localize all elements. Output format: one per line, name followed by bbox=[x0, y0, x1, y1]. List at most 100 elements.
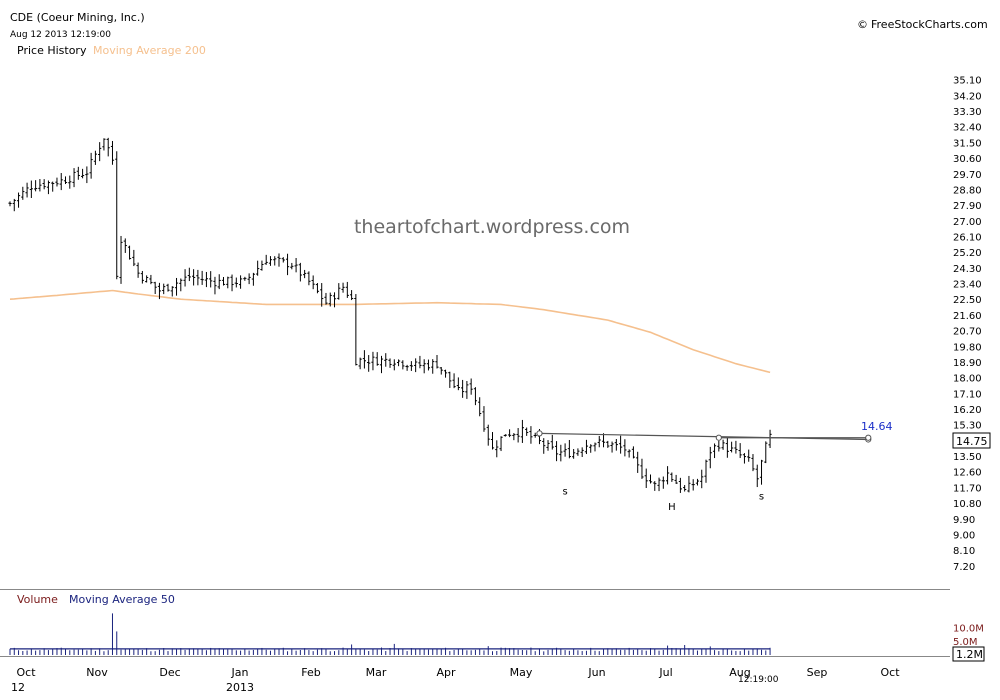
volume-tick-label: 5.0M bbox=[953, 637, 978, 648]
ohlc-bar bbox=[606, 440, 610, 448]
ohlc-bar bbox=[559, 444, 563, 462]
ohlc-bar bbox=[332, 292, 337, 308]
x-tick-label: Jun bbox=[587, 666, 605, 679]
ohlc-bar bbox=[584, 439, 589, 455]
ohlc-bar bbox=[183, 269, 187, 287]
ohlc-bar bbox=[704, 459, 708, 483]
ohlc-bar bbox=[12, 198, 16, 212]
ohlc-bar bbox=[264, 254, 268, 265]
neckline bbox=[539, 432, 869, 441]
legend-price-history: Price History bbox=[17, 44, 87, 57]
ohlc-bar bbox=[85, 166, 89, 184]
ohlc-bar bbox=[520, 419, 524, 443]
ohlc-bar bbox=[759, 459, 764, 485]
y-tick-label: 20.70 bbox=[953, 327, 982, 338]
ohlc-bar bbox=[196, 269, 200, 286]
ohlc-bar bbox=[89, 152, 93, 179]
pattern-annotation: H bbox=[668, 502, 676, 513]
ohlc-bar bbox=[665, 466, 670, 485]
ohlc-bar bbox=[384, 353, 388, 367]
ohlc-bar bbox=[298, 262, 302, 282]
x-tick-label: May bbox=[510, 666, 533, 679]
y-tick-label: 32.40 bbox=[953, 123, 982, 134]
x-tick-label: Nov bbox=[86, 666, 108, 679]
brand-label[interactable]: FreeStockCharts.com bbox=[871, 18, 988, 31]
ohlc-bar bbox=[162, 283, 166, 295]
ohlc-bar bbox=[268, 256, 273, 266]
ohlc-bar bbox=[145, 275, 149, 283]
y-tick-label: 19.80 bbox=[953, 342, 982, 353]
ohlc-bar bbox=[623, 439, 627, 457]
ohlc-bar bbox=[439, 367, 443, 375]
ohlc-bar bbox=[16, 192, 21, 208]
ohlc-bar bbox=[435, 354, 439, 369]
ohlc-bar bbox=[589, 444, 593, 453]
horizontal-line-handle-end bbox=[865, 434, 872, 441]
ohlc-bar bbox=[170, 286, 174, 297]
ohlc-bar bbox=[136, 262, 140, 278]
volume-label: Volume bbox=[17, 593, 58, 606]
ohlc-bar bbox=[76, 166, 80, 180]
ohlc-bar bbox=[563, 443, 567, 457]
ohlc-bar bbox=[495, 440, 499, 458]
ohlc-bar bbox=[764, 441, 768, 464]
ohlc-bar bbox=[187, 267, 191, 282]
last-price-label: 14.75 bbox=[956, 435, 988, 448]
ohlc-bar bbox=[42, 179, 46, 190]
ohlc-bar bbox=[285, 253, 290, 276]
ohlc-bar bbox=[448, 371, 452, 388]
ohlc-bar bbox=[209, 271, 213, 288]
ohlc-bar bbox=[290, 262, 294, 270]
ohlc-bar bbox=[572, 448, 576, 459]
ohlc-bar bbox=[525, 427, 529, 436]
ohlc-bar bbox=[456, 377, 460, 391]
ohlc-bar bbox=[768, 429, 772, 449]
x-tick-label: Oct bbox=[880, 666, 900, 679]
ohlc-bar bbox=[358, 357, 362, 370]
ohlc-bar bbox=[277, 253, 281, 267]
ohlc-bar bbox=[614, 439, 618, 451]
ohlc-bar bbox=[708, 446, 712, 469]
ohlc-bar bbox=[238, 275, 243, 289]
ohlc-bar bbox=[674, 474, 678, 484]
ohlc-bar bbox=[742, 453, 747, 464]
ohlc-bar bbox=[734, 440, 738, 454]
ohlc-bar bbox=[127, 245, 132, 260]
ohlc-bar bbox=[123, 238, 127, 253]
y-tick-label: 33.30 bbox=[953, 107, 982, 118]
ohlc-bar bbox=[68, 175, 72, 189]
ohlc-bar bbox=[320, 283, 324, 307]
y-tick-label: 13.50 bbox=[953, 452, 982, 463]
ohlc-bar bbox=[405, 364, 409, 371]
ohlc-bar bbox=[644, 468, 648, 488]
ohlc-bar bbox=[712, 443, 717, 459]
ohlc-bar bbox=[59, 173, 63, 191]
ohlc-bar bbox=[529, 426, 533, 444]
ohlc-bar bbox=[401, 360, 405, 370]
legend-moving-average-200: Moving Average 200 bbox=[93, 44, 206, 57]
y-tick-label: 23.40 bbox=[953, 280, 982, 291]
ohlc-bar bbox=[576, 448, 580, 456]
y-tick-label: 9.90 bbox=[953, 515, 975, 526]
x-tick-label: Dec bbox=[159, 666, 180, 679]
ohlc-bar bbox=[546, 440, 550, 451]
ohlc-bar bbox=[670, 472, 674, 482]
y-tick-label: 11.70 bbox=[953, 483, 982, 494]
ohlc-bar bbox=[648, 474, 653, 484]
ohlc-bar bbox=[281, 257, 285, 263]
ohlc-bar bbox=[63, 176, 68, 185]
ohlc-bar bbox=[132, 249, 136, 267]
ohlc-bar bbox=[452, 373, 456, 389]
ohlc-bar bbox=[597, 435, 601, 448]
ohlc-bar bbox=[478, 397, 482, 417]
y-tick-label: 35.10 bbox=[953, 76, 982, 87]
x-tick-label: Jul bbox=[658, 666, 672, 679]
x-tick-label: Aug bbox=[729, 666, 750, 679]
y-tick-label: 26.10 bbox=[953, 232, 982, 243]
ohlc-bar bbox=[418, 355, 422, 369]
ohlc-bar bbox=[29, 180, 33, 198]
ohlc-bar bbox=[174, 277, 179, 296]
ohlc-bar bbox=[610, 441, 614, 453]
ohlc-bar bbox=[115, 151, 119, 280]
ohlc-bar bbox=[350, 290, 354, 301]
